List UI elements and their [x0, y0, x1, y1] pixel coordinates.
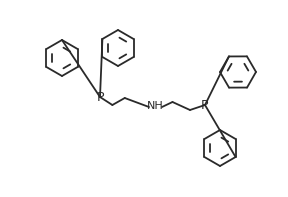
- Text: NH: NH: [147, 101, 163, 111]
- Text: P: P: [96, 90, 104, 103]
- Text: P: P: [201, 98, 209, 112]
